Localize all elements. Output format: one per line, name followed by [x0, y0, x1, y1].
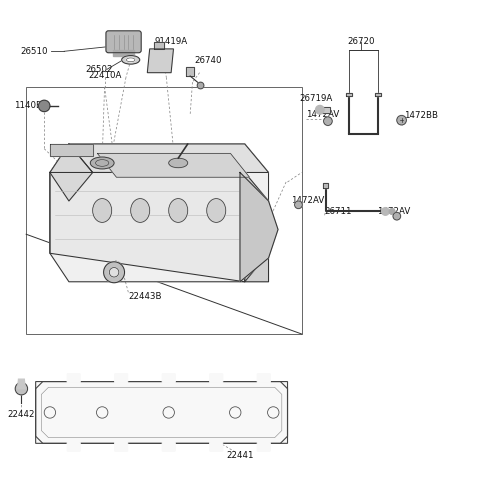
Text: 26720: 26720	[348, 37, 375, 46]
Polygon shape	[240, 173, 278, 282]
Polygon shape	[50, 144, 268, 282]
Text: 26711: 26711	[324, 207, 352, 216]
Circle shape	[397, 116, 407, 125]
Polygon shape	[375, 93, 381, 97]
Polygon shape	[186, 67, 194, 76]
Polygon shape	[69, 144, 268, 173]
Circle shape	[393, 212, 401, 220]
Text: 26719A: 26719A	[300, 94, 333, 103]
Circle shape	[109, 268, 119, 277]
Text: 26740: 26740	[195, 56, 222, 65]
Polygon shape	[50, 173, 245, 282]
Polygon shape	[320, 107, 330, 113]
Polygon shape	[347, 93, 352, 97]
Polygon shape	[147, 49, 173, 73]
Text: 1472BB: 1472BB	[404, 111, 438, 120]
Polygon shape	[50, 144, 93, 156]
FancyBboxPatch shape	[257, 442, 270, 451]
Polygon shape	[97, 153, 250, 177]
Ellipse shape	[93, 198, 112, 222]
Text: 22410A: 22410A	[88, 71, 121, 79]
Polygon shape	[113, 50, 134, 56]
Circle shape	[295, 201, 302, 208]
Polygon shape	[50, 144, 93, 201]
Polygon shape	[323, 183, 328, 188]
Text: 26502: 26502	[85, 65, 113, 74]
FancyBboxPatch shape	[162, 442, 175, 451]
FancyBboxPatch shape	[67, 442, 80, 451]
Circle shape	[15, 382, 27, 395]
Circle shape	[382, 207, 389, 215]
Ellipse shape	[168, 198, 188, 222]
Text: 22442: 22442	[8, 410, 35, 419]
Ellipse shape	[126, 58, 135, 62]
FancyBboxPatch shape	[162, 373, 175, 383]
Text: 1472AV: 1472AV	[306, 110, 339, 119]
Circle shape	[38, 100, 50, 112]
Text: 1140ER: 1140ER	[14, 101, 48, 110]
Circle shape	[315, 106, 324, 114]
Text: 26510: 26510	[20, 47, 48, 56]
Ellipse shape	[131, 198, 150, 222]
Text: 1472AV: 1472AV	[377, 207, 410, 216]
FancyBboxPatch shape	[106, 31, 141, 53]
Text: 1472AV: 1472AV	[291, 196, 324, 205]
Polygon shape	[155, 42, 164, 49]
FancyBboxPatch shape	[115, 373, 128, 383]
Text: 91419A: 91419A	[155, 37, 188, 46]
FancyBboxPatch shape	[36, 381, 288, 444]
Polygon shape	[18, 379, 25, 389]
FancyBboxPatch shape	[67, 373, 80, 383]
Ellipse shape	[168, 158, 188, 168]
FancyBboxPatch shape	[257, 373, 270, 383]
Circle shape	[389, 208, 395, 214]
Circle shape	[197, 82, 204, 89]
FancyBboxPatch shape	[210, 442, 223, 451]
Text: 22441: 22441	[226, 451, 254, 460]
Circle shape	[324, 117, 332, 125]
Ellipse shape	[121, 55, 140, 64]
Circle shape	[104, 262, 124, 282]
Ellipse shape	[90, 157, 114, 169]
Ellipse shape	[207, 198, 226, 222]
Text: 22443B: 22443B	[128, 292, 162, 301]
FancyBboxPatch shape	[210, 373, 223, 383]
FancyBboxPatch shape	[115, 442, 128, 451]
Polygon shape	[245, 173, 268, 282]
